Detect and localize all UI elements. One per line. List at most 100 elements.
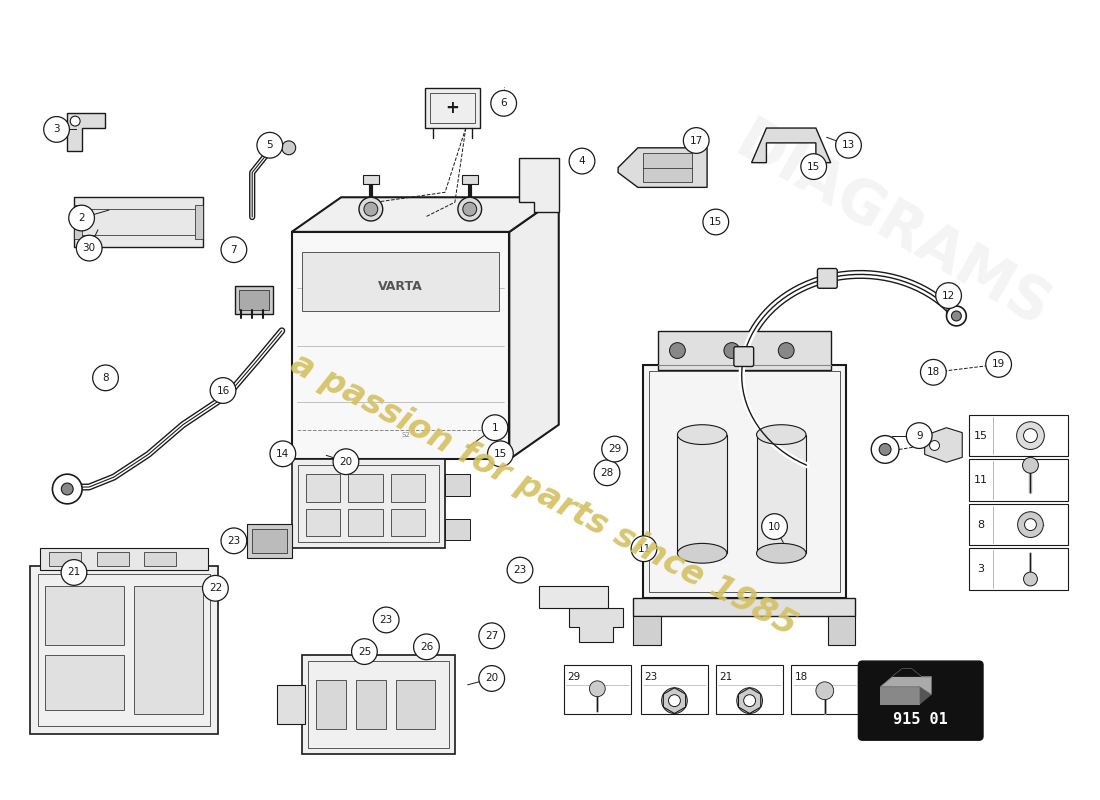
Polygon shape (880, 686, 920, 705)
Polygon shape (892, 669, 922, 677)
Text: 29: 29 (566, 672, 580, 682)
Bar (97, 552, 129, 566)
Bar (306, 474, 340, 502)
Bar (791, 665, 858, 714)
Polygon shape (925, 428, 962, 462)
Circle shape (53, 474, 82, 504)
Text: 5: 5 (266, 140, 273, 150)
Circle shape (569, 148, 595, 174)
Bar (390, 509, 426, 537)
Circle shape (703, 209, 728, 235)
Circle shape (352, 638, 377, 665)
Ellipse shape (757, 543, 806, 563)
Polygon shape (880, 669, 932, 694)
Circle shape (744, 694, 756, 706)
Bar (757, 434, 806, 554)
Circle shape (92, 365, 119, 390)
Polygon shape (74, 205, 82, 239)
Text: 6: 6 (500, 98, 507, 108)
Bar (306, 509, 340, 537)
Circle shape (463, 202, 476, 216)
Circle shape (210, 378, 235, 403)
Bar (430, 94, 475, 123)
Polygon shape (292, 198, 559, 232)
Bar (641, 665, 708, 714)
Bar (40, 548, 208, 570)
Circle shape (936, 282, 961, 309)
Text: 21: 21 (67, 567, 80, 578)
Polygon shape (880, 677, 932, 686)
Ellipse shape (678, 425, 727, 445)
Text: 9: 9 (916, 430, 923, 441)
Polygon shape (751, 128, 830, 162)
Circle shape (946, 306, 966, 326)
Text: 14: 14 (276, 449, 289, 458)
Text: 28: 28 (601, 468, 614, 478)
Bar (240, 290, 270, 310)
Circle shape (683, 128, 710, 154)
Circle shape (631, 536, 657, 562)
Circle shape (257, 132, 283, 158)
Circle shape (669, 694, 681, 706)
Bar (235, 286, 273, 314)
Text: 25: 25 (358, 646, 371, 657)
Circle shape (202, 575, 228, 601)
Bar (298, 466, 439, 542)
Circle shape (1024, 429, 1037, 442)
Text: 11: 11 (974, 475, 988, 485)
Bar (642, 366, 846, 598)
Circle shape (986, 351, 1012, 378)
Polygon shape (509, 198, 559, 459)
Circle shape (724, 342, 739, 358)
FancyBboxPatch shape (858, 661, 983, 740)
Circle shape (921, 359, 946, 385)
Text: 20: 20 (485, 674, 498, 683)
Text: 18: 18 (926, 367, 940, 378)
Bar (462, 174, 477, 185)
Bar (390, 474, 426, 502)
Circle shape (779, 342, 794, 358)
Circle shape (373, 607, 399, 633)
Text: +: + (446, 99, 459, 118)
Bar (292, 459, 446, 548)
Circle shape (1024, 572, 1037, 586)
Ellipse shape (757, 425, 806, 445)
Text: 15: 15 (710, 217, 723, 227)
Text: S2: S2 (402, 432, 410, 438)
Text: 22: 22 (209, 583, 222, 594)
Polygon shape (67, 114, 104, 150)
Circle shape (602, 436, 627, 462)
Bar (446, 474, 470, 496)
Bar (144, 552, 176, 566)
Text: 2: 2 (78, 213, 85, 223)
Text: 18: 18 (794, 672, 807, 682)
Circle shape (364, 202, 377, 216)
Text: 23: 23 (514, 565, 527, 575)
Circle shape (1023, 458, 1038, 473)
Circle shape (482, 415, 508, 441)
FancyBboxPatch shape (734, 346, 754, 366)
Bar (252, 529, 287, 554)
Bar (301, 655, 455, 754)
Text: 7: 7 (231, 245, 238, 254)
Circle shape (62, 560, 87, 586)
Bar (44, 586, 123, 646)
Polygon shape (195, 205, 202, 239)
Text: 915 01: 915 01 (893, 712, 948, 727)
Circle shape (333, 449, 359, 474)
Circle shape (507, 558, 532, 583)
Circle shape (44, 117, 69, 142)
Bar (37, 574, 210, 726)
Circle shape (871, 436, 899, 463)
Text: 8: 8 (978, 520, 984, 530)
Circle shape (414, 634, 439, 660)
Bar (446, 518, 470, 541)
Circle shape (906, 422, 932, 449)
Circle shape (478, 666, 505, 691)
Circle shape (879, 443, 891, 455)
Circle shape (76, 235, 102, 261)
Bar (317, 680, 346, 730)
Text: 23: 23 (228, 536, 241, 546)
Circle shape (1018, 512, 1043, 538)
Bar (642, 153, 692, 182)
